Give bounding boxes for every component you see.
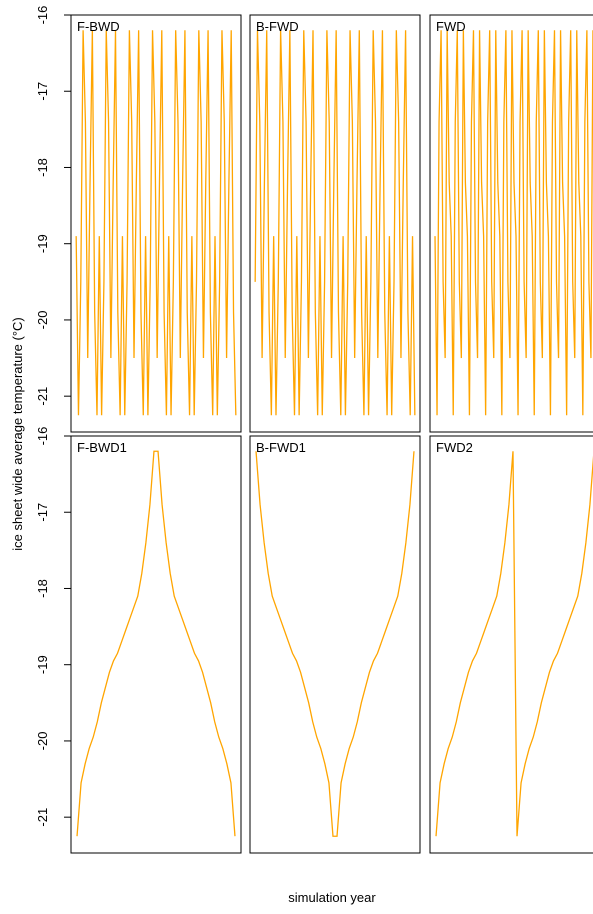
y-tick-label: -19	[35, 234, 50, 253]
y-tick-label: -18	[35, 158, 50, 177]
data-line	[254, 30, 416, 416]
data-line	[75, 30, 237, 416]
panel-title: FWD2	[436, 440, 473, 455]
y-tick-label: -20	[35, 732, 50, 751]
panel-frame	[249, 14, 421, 433]
data-line	[255, 451, 415, 837]
data-line	[435, 451, 593, 837]
panel-frame	[429, 14, 593, 433]
panel-title: F-BWD	[77, 19, 120, 34]
y-tick-label: -17	[35, 82, 50, 101]
y-axis-label: ice sheet wide average temperature (°C)	[10, 317, 25, 551]
panel-title: F-BWD1	[77, 440, 127, 455]
x-axis-label: simulation year	[288, 890, 376, 905]
panel-title: B-FWD	[256, 19, 299, 34]
data-line	[76, 450, 236, 837]
y-tick-label: -21	[35, 808, 50, 827]
panel-frame	[70, 435, 242, 854]
panel-frame	[249, 435, 421, 854]
y-tick-label: -21	[35, 387, 50, 406]
panel-frame	[429, 435, 593, 854]
panel-frame	[70, 14, 242, 433]
y-tick-label: -16	[35, 6, 50, 25]
y-tick-label: -16	[35, 427, 50, 446]
data-line	[434, 30, 593, 416]
y-tick-label: -20	[35, 311, 50, 330]
y-tick-label: -19	[35, 655, 50, 674]
y-tick-label: -17	[35, 503, 50, 522]
panel-title: FWD	[436, 19, 466, 34]
panel-title: B-FWD1	[256, 440, 306, 455]
y-tick-label: -18	[35, 579, 50, 598]
